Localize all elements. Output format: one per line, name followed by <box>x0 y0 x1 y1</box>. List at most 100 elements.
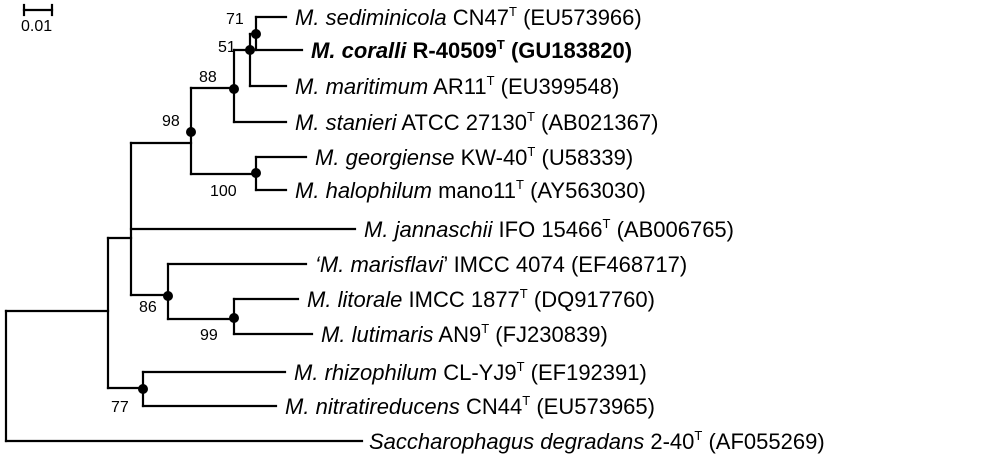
taxon-genus: M. <box>311 38 335 63</box>
taxon-accession: (EU573965) <box>536 394 655 419</box>
taxon-label-nitratireducens: M. nitratireducens CN44T (EU573965) <box>285 393 655 419</box>
taxon-accession: (AY563030) <box>530 178 646 203</box>
taxon-species: nitratireducens <box>316 394 460 419</box>
taxon-strain: ATCC 27130 <box>401 110 527 135</box>
taxon-species: degradans <box>540 429 644 454</box>
node-51-dot <box>245 45 255 55</box>
taxon-accession: (EF468717) <box>571 252 687 277</box>
type-strain-mark: T <box>603 216 611 231</box>
bootstrap-value: 77 <box>111 399 129 416</box>
taxon-strain: KW-40 <box>461 145 528 170</box>
type-strain-mark: T <box>527 144 535 159</box>
taxon-label-lutimaris: M. lutimaris AN9T (FJ230839) <box>321 321 608 347</box>
taxon-strain: IMCC 1877 <box>409 287 520 312</box>
taxon-label-sediminicola: M. sediminicola CN47T (EU573966) <box>295 4 642 30</box>
taxon-label-saccharophagus: Saccharophagus degradans 2-40T (AF055269… <box>369 428 825 454</box>
type-strain-mark: T <box>527 109 535 124</box>
taxon-species: sediminicola <box>326 5 447 30</box>
type-strain-mark: T <box>522 393 530 408</box>
taxon-strain: AR11 <box>433 74 486 99</box>
node-100-dot <box>251 168 261 178</box>
taxon-strain: mano11 <box>438 178 516 203</box>
taxon-genus: M. <box>295 5 319 30</box>
taxon-strain: CN47 <box>453 5 509 30</box>
node-markers <box>138 29 261 394</box>
taxon-genus: M. <box>295 74 319 99</box>
taxon-species: coralli <box>342 38 408 63</box>
taxon-label-georgiense: M. georgiense KW-40T (U58339) <box>315 144 633 170</box>
bootstrap-value: 88 <box>199 69 217 86</box>
type-strain-mark: T <box>517 359 525 374</box>
taxon-strain: CL-YJ9 <box>443 360 516 385</box>
taxon-species: georgiense <box>346 145 455 170</box>
type-strain-mark: T <box>497 37 505 52</box>
taxon-labels: M. sediminicola CN47T (EU573966) M. cora… <box>285 4 825 454</box>
scale-bar: 0.01 <box>21 3 54 35</box>
taxon-genus: M. <box>321 322 345 347</box>
taxon-accession: (AF055269) <box>708 429 824 454</box>
taxon-strain: IFO 15466 <box>499 217 603 242</box>
taxon-genus: ‘M. <box>315 252 344 277</box>
taxon-accession: (GU183820) <box>511 38 632 63</box>
bootstrap-value: 86 <box>139 299 157 316</box>
taxon-species: litorale <box>338 287 403 312</box>
taxon-accession: (FJ230839) <box>495 322 608 347</box>
taxon-species: jannaschii <box>392 217 494 242</box>
taxon-accession: (U58339) <box>542 145 634 170</box>
taxon-label-litorale: M. litorale IMCC 1877T (DQ917760) <box>307 286 655 312</box>
taxon-genus: Saccharophagus <box>369 429 534 454</box>
type-strain-mark: T <box>487 73 495 88</box>
taxon-genus: M. <box>285 394 309 419</box>
bootstrap-values: 71 51 88 98 100 86 99 77 <box>111 11 244 416</box>
taxon-genus: M. <box>315 145 339 170</box>
node-71-dot <box>251 29 261 39</box>
type-strain-mark: T <box>516 177 524 192</box>
taxon-species: stanieri <box>326 110 398 135</box>
taxon-strain: AN9 <box>438 322 481 347</box>
node-99-dot <box>229 313 239 323</box>
taxon-genus: M. <box>307 287 331 312</box>
taxon-species: halophilum <box>326 178 432 203</box>
taxon-species: marisflavi <box>350 252 444 277</box>
taxon-genus: M. <box>294 360 318 385</box>
taxon-accession: (EU399548) <box>501 74 620 99</box>
node-86-dot <box>163 291 173 301</box>
bootstrap-value: 100 <box>210 183 237 200</box>
taxon-accession: (AB021367) <box>541 110 658 135</box>
taxon-strain: CN44 <box>466 394 522 419</box>
type-strain-mark: T <box>509 4 517 19</box>
taxon-close-quote: ’ <box>443 252 447 277</box>
taxon-species: maritimum <box>326 74 429 99</box>
type-strain-mark: T <box>694 428 702 443</box>
node-77-dot <box>138 384 148 394</box>
taxon-label-jannaschii: M. jannaschii IFO 15466T (AB006765) <box>364 216 734 242</box>
taxon-strain: R-40509 <box>413 38 497 63</box>
bootstrap-value: 98 <box>162 113 180 130</box>
taxon-accession: (EF192391) <box>531 360 647 385</box>
taxon-strain: 2-40 <box>650 429 694 454</box>
node-88-dot <box>229 84 239 94</box>
taxon-label-rhizophilum: M. rhizophilum CL-YJ9T (EF192391) <box>294 359 647 385</box>
type-strain-mark: T <box>481 321 489 336</box>
taxon-genus: M. <box>295 110 319 135</box>
taxon-label-coralli: M. coralli R-40509T (GU183820) <box>311 37 632 63</box>
taxon-species: lutimaris <box>352 322 434 347</box>
bootstrap-value: 99 <box>200 327 218 344</box>
taxon-accession: (DQ917760) <box>534 287 655 312</box>
taxon-genus: M. <box>295 178 319 203</box>
bootstrap-value: 71 <box>226 11 244 28</box>
taxon-accession: (EU573966) <box>523 5 642 30</box>
node-98-dot <box>186 127 196 137</box>
bootstrap-value: 51 <box>218 39 236 56</box>
taxon-label-stanieri: M. stanieri ATCC 27130T (AB021367) <box>295 109 658 135</box>
taxon-genus: M. <box>364 217 388 242</box>
type-strain-mark: T <box>520 286 528 301</box>
taxon-strain: IMCC 4074 <box>454 252 565 277</box>
scale-bar-label: 0.01 <box>21 18 52 35</box>
taxon-label-marisflavi: ‘M. marisflavi’ IMCC 4074 (EF468717) <box>315 252 687 277</box>
taxon-label-halophilum: M. halophilum mano11T (AY563030) <box>295 177 646 203</box>
taxon-label-maritimum: M. maritimum AR11T (EU399548) <box>295 73 619 99</box>
taxon-species: rhizophilum <box>325 360 438 385</box>
taxon-accession: (AB006765) <box>617 217 734 242</box>
